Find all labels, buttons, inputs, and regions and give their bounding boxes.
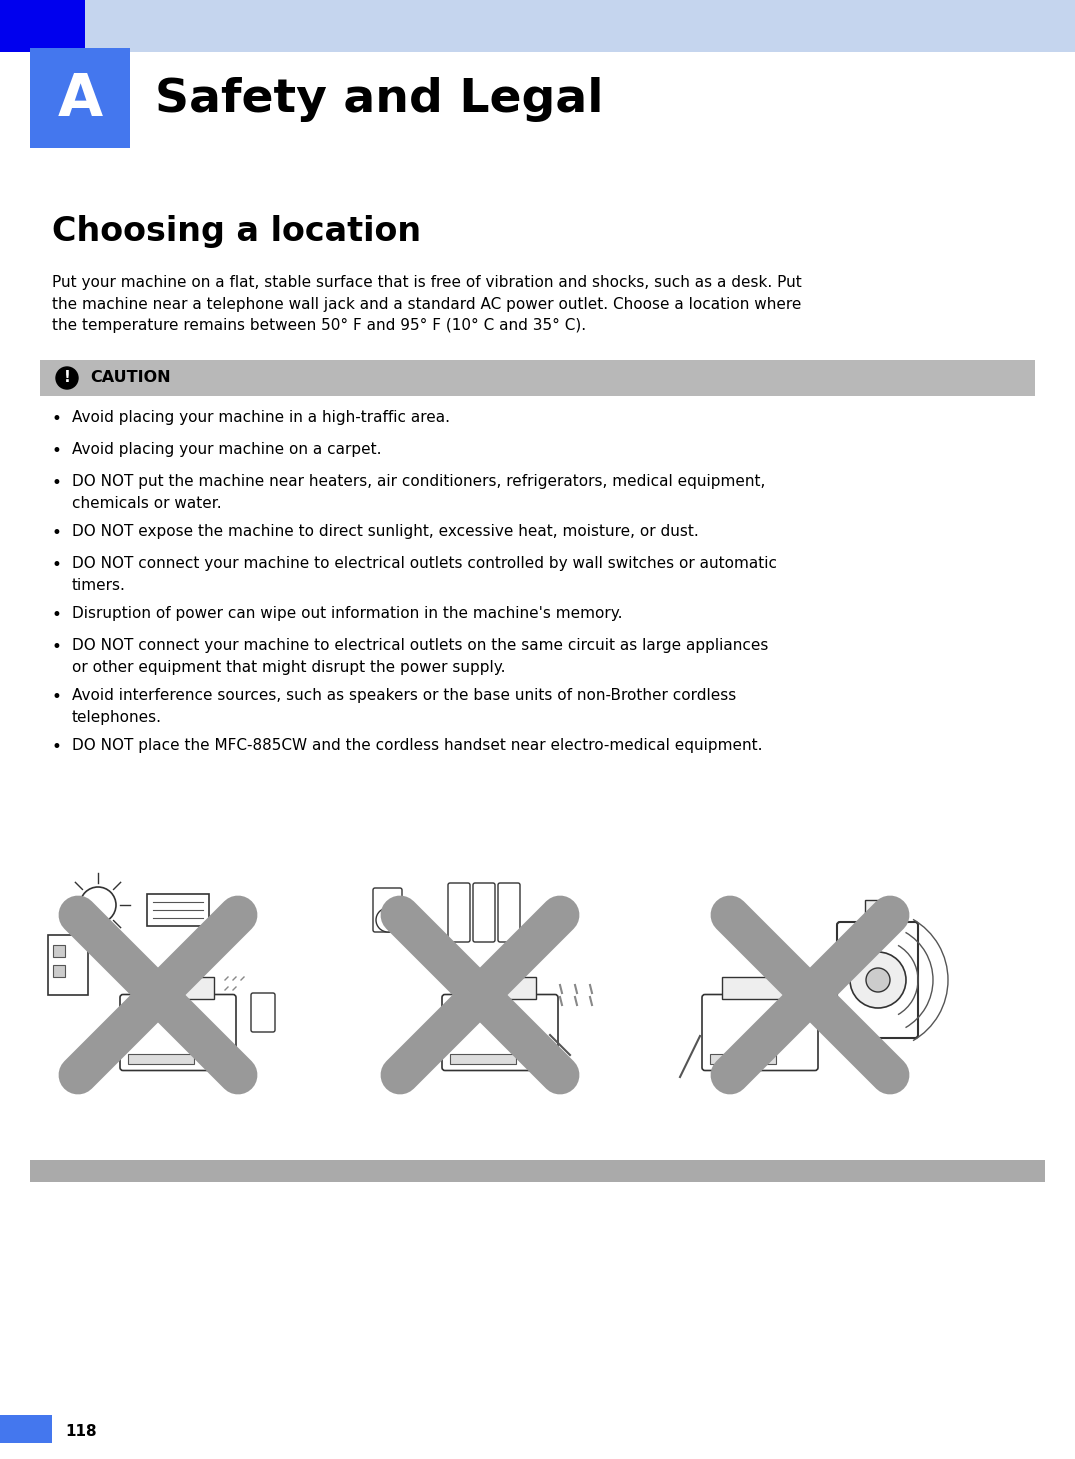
- Text: •: •: [52, 474, 62, 492]
- Text: Avoid placing your machine in a high-traffic area.: Avoid placing your machine in a high-tra…: [72, 410, 450, 425]
- Text: A: A: [57, 71, 102, 128]
- FancyBboxPatch shape: [473, 883, 494, 943]
- FancyBboxPatch shape: [462, 976, 535, 998]
- FancyBboxPatch shape: [373, 889, 402, 932]
- Text: •: •: [52, 524, 62, 541]
- Text: DO NOT connect your machine to electrical outlets on the same circuit as large a: DO NOT connect your machine to electrica…: [72, 638, 769, 674]
- FancyBboxPatch shape: [120, 995, 236, 1071]
- Text: DO NOT connect your machine to electrical outlets controlled by wall switches or: DO NOT connect your machine to electrica…: [72, 556, 777, 592]
- Bar: [710, 1053, 776, 1064]
- Circle shape: [850, 953, 906, 1008]
- Text: Put your machine on a flat, stable surface that is free of vibration and shocks,: Put your machine on a flat, stable surfa…: [52, 274, 802, 333]
- FancyBboxPatch shape: [702, 995, 818, 1071]
- Circle shape: [59, 371, 75, 387]
- Bar: [30, 48, 130, 147]
- Circle shape: [866, 967, 890, 992]
- FancyBboxPatch shape: [250, 994, 275, 1032]
- Text: !: !: [63, 371, 71, 385]
- FancyBboxPatch shape: [442, 995, 558, 1071]
- Bar: [128, 1053, 194, 1064]
- Text: •: •: [52, 689, 62, 706]
- Text: •: •: [52, 738, 62, 756]
- Circle shape: [56, 368, 78, 390]
- Bar: [450, 1053, 516, 1064]
- Bar: [0, 0, 85, 53]
- Bar: [30, 1160, 1045, 1182]
- Text: •: •: [52, 638, 62, 657]
- Text: Safety and Legal: Safety and Legal: [155, 77, 603, 123]
- Circle shape: [80, 887, 116, 924]
- FancyBboxPatch shape: [498, 883, 520, 943]
- Text: Choosing a location: Choosing a location: [52, 214, 421, 248]
- Bar: [0, 1415, 52, 1443]
- Text: •: •: [52, 605, 62, 624]
- Text: Disruption of power can wipe out information in the machine's memory.: Disruption of power can wipe out informa…: [72, 605, 622, 622]
- Text: DO NOT put the machine near heaters, air conditioners, refrigerators, medical eq: DO NOT put the machine near heaters, air…: [72, 474, 765, 511]
- Text: Avoid interference sources, such as speakers or the base units of non-Brother co: Avoid interference sources, such as spea…: [72, 689, 736, 725]
- Text: •: •: [52, 410, 62, 427]
- Bar: [865, 900, 895, 922]
- Text: DO NOT expose the machine to direct sunlight, excessive heat, moisture, or dust.: DO NOT expose the machine to direct sunl…: [72, 524, 699, 538]
- Bar: [40, 360, 1035, 395]
- Text: CAUTION: CAUTION: [90, 371, 171, 385]
- Circle shape: [376, 907, 400, 932]
- Text: •: •: [52, 556, 62, 573]
- Text: 118: 118: [64, 1424, 97, 1439]
- Text: Avoid placing your machine on a carpet.: Avoid placing your machine on a carpet.: [72, 442, 382, 457]
- Bar: [0, 53, 1075, 177]
- Bar: [53, 945, 64, 957]
- FancyBboxPatch shape: [722, 976, 796, 998]
- Text: DO NOT place the MFC-885CW and the cordless handset near electro-medical equipme: DO NOT place the MFC-885CW and the cordl…: [72, 738, 762, 753]
- FancyBboxPatch shape: [837, 922, 918, 1037]
- Bar: [48, 935, 88, 995]
- Bar: [53, 964, 64, 978]
- FancyBboxPatch shape: [141, 976, 214, 998]
- Bar: [0, 0, 1075, 53]
- FancyBboxPatch shape: [448, 883, 470, 943]
- Text: •: •: [52, 442, 62, 460]
- FancyBboxPatch shape: [147, 894, 209, 926]
